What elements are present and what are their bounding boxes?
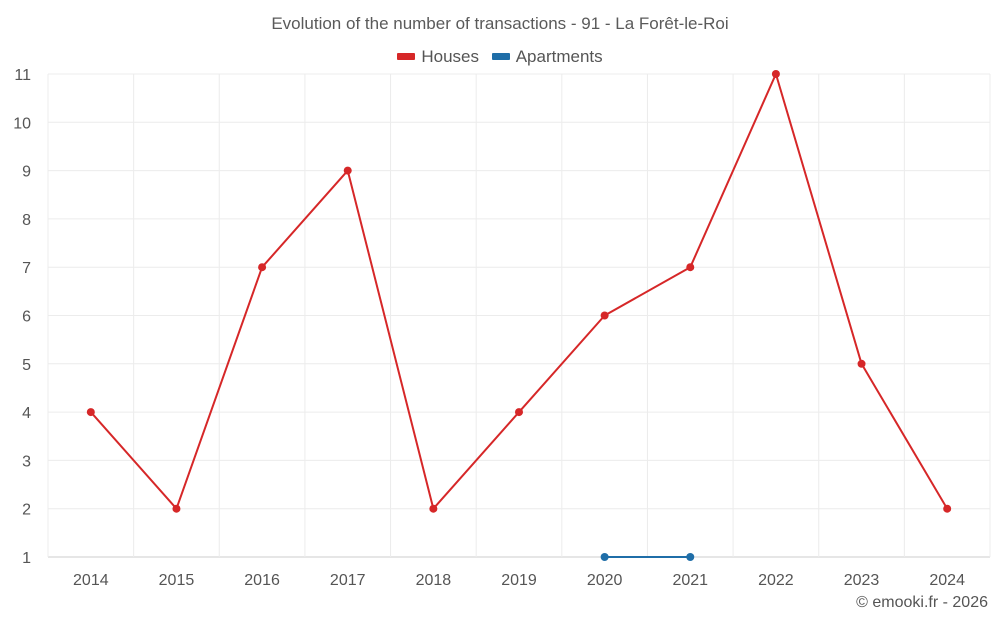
legend-swatch-apartments (491, 53, 510, 60)
y-tick-label: 2 (22, 502, 31, 519)
data-point-houses-2017[interactable] (343, 166, 352, 175)
y-tick-label: 10 (13, 115, 31, 132)
data-point-houses-2020[interactable] (600, 311, 609, 320)
y-tick-label: 7 (22, 260, 31, 277)
y-tick-label: 11 (14, 67, 31, 84)
data-point-houses-2023[interactable] (857, 359, 866, 368)
y-tick-label: 1 (22, 550, 31, 567)
data-point-houses-2018[interactable] (429, 504, 438, 513)
x-tick-label: 2023 (844, 572, 880, 589)
legend-item-houses[interactable]: Houses (397, 47, 479, 67)
y-tick-label: 5 (22, 357, 31, 374)
x-tick-label: 2016 (244, 572, 280, 589)
x-tick-label: 2024 (929, 572, 965, 589)
y-tick-label: 3 (22, 453, 31, 470)
y-tick-label: 6 (22, 309, 31, 326)
watermark: © emooki.fr - 2026 (856, 594, 988, 611)
x-tick-label: 2017 (330, 572, 366, 589)
legend-label-apartments: Apartments (515, 46, 603, 66)
data-point-houses-2015[interactable] (172, 504, 181, 513)
data-point-apartments-2021[interactable] (686, 553, 695, 561)
legend-label-houses: Houses (421, 46, 479, 66)
x-tick-label: 2022 (758, 572, 794, 589)
x-tick-label: 2020 (587, 572, 623, 589)
x-tick-label: 2021 (672, 572, 708, 589)
data-point-houses-2016[interactable] (258, 263, 267, 272)
x-tick-label: 2014 (73, 572, 109, 589)
x-tick-label: 2015 (159, 572, 195, 589)
x-tick-label: 2018 (416, 572, 452, 589)
data-point-houses-2024[interactable] (943, 504, 952, 513)
data-point-houses-2019[interactable] (515, 408, 523, 417)
legend-swatch-houses (397, 53, 416, 60)
data-point-houses-2021[interactable] (686, 263, 695, 272)
data-point-apartments-2020[interactable] (600, 553, 609, 561)
y-tick-label: 8 (22, 212, 31, 229)
data-point-houses-2022[interactable] (771, 70, 780, 78)
y-tick-label: 4 (22, 405, 31, 422)
legend-item-apartments[interactable]: Apartments (491, 46, 603, 67)
chart-title: Evolution of the number of transactions … (271, 14, 729, 33)
x-tick-label: 2019 (501, 572, 537, 589)
legend: Houses Apartments (0, 45, 1000, 67)
data-point-houses-2014[interactable] (86, 408, 95, 417)
y-tick-label: 9 (22, 164, 31, 181)
